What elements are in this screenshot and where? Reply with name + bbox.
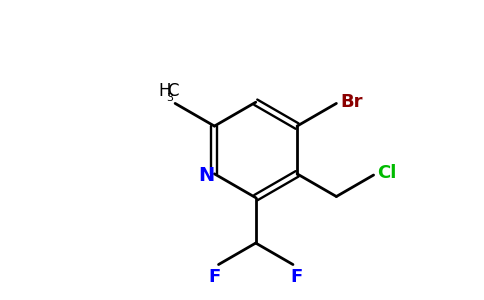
Text: C: C: [166, 82, 178, 100]
Text: H: H: [158, 82, 170, 100]
Text: Br: Br: [340, 93, 363, 111]
Text: F: F: [209, 268, 221, 286]
Text: Cl: Cl: [378, 164, 397, 182]
Text: 3: 3: [166, 93, 174, 103]
Text: F: F: [291, 268, 303, 286]
Text: N: N: [198, 166, 215, 185]
